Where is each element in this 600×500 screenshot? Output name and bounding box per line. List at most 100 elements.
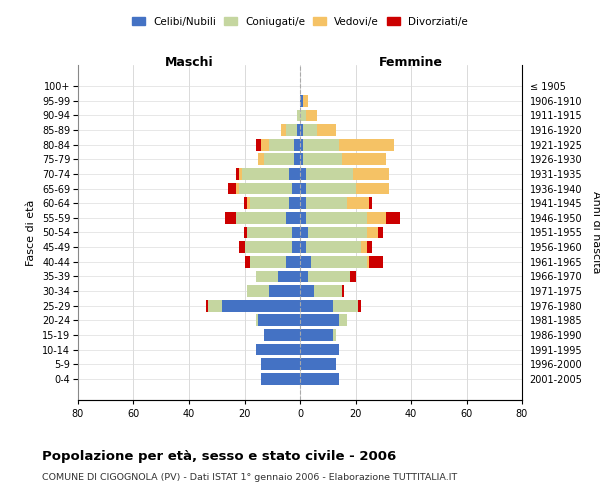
Text: COMUNE DI CIGOGNOLA (PV) - Dati ISTAT 1° gennaio 2006 - Elaborazione TUTTITALIA.: COMUNE DI CIGOGNOLA (PV) - Dati ISTAT 1°… [42, 472, 457, 482]
Bar [245, 198, 247, 209]
Bar [347, 198, 370, 209]
Bar [206, 300, 208, 312]
Bar [305, 182, 355, 194]
Bar [245, 226, 247, 238]
Legend: Celibi/Nubili, Coniugati/e, Vedovi/e, Divorziati/e: Celibi/Nubili, Coniugati/e, Vedovi/e, Di… [132, 16, 468, 26]
Y-axis label: Fasce di età: Fasce di età [26, 200, 37, 266]
Bar [300, 300, 334, 312]
Bar [286, 212, 300, 224]
Bar [339, 139, 394, 150]
Bar [367, 212, 386, 224]
Bar [245, 242, 292, 253]
Bar [339, 314, 347, 326]
Bar [295, 154, 300, 165]
Bar [300, 212, 305, 224]
Bar [239, 242, 245, 253]
Bar [300, 373, 339, 385]
Bar [261, 373, 300, 385]
Bar [300, 198, 305, 209]
Bar [297, 124, 300, 136]
Bar [286, 256, 300, 268]
Bar [297, 110, 300, 121]
Bar [353, 168, 389, 180]
Bar [239, 168, 242, 180]
Bar [303, 95, 308, 106]
Bar [300, 329, 334, 341]
Bar [247, 226, 292, 238]
Bar [305, 198, 347, 209]
Bar [350, 270, 355, 282]
Bar [300, 344, 339, 356]
Bar [300, 124, 303, 136]
Bar [236, 182, 239, 194]
Bar [245, 256, 250, 268]
Bar [300, 95, 303, 106]
Bar [242, 168, 289, 180]
Bar [370, 256, 383, 268]
Bar [311, 256, 367, 268]
Bar [334, 329, 336, 341]
Bar [300, 168, 305, 180]
Bar [367, 242, 372, 253]
Bar [292, 226, 300, 238]
Bar [341, 285, 344, 297]
Bar [355, 182, 389, 194]
Bar [256, 314, 259, 326]
Bar [300, 242, 305, 253]
Bar [239, 182, 292, 194]
Bar [228, 182, 236, 194]
Bar [250, 198, 289, 209]
Bar [305, 212, 367, 224]
Y-axis label: Anni di nascita: Anni di nascita [591, 191, 600, 274]
Bar [305, 168, 353, 180]
Bar [292, 242, 300, 253]
Bar [300, 110, 305, 121]
Bar [367, 256, 370, 268]
Bar [361, 242, 367, 253]
Bar [300, 154, 303, 165]
Bar [261, 358, 300, 370]
Bar [305, 242, 361, 253]
Bar [300, 314, 339, 326]
Bar [225, 212, 236, 224]
Bar [292, 182, 300, 194]
Text: Maschi: Maschi [164, 56, 214, 68]
Bar [222, 300, 300, 312]
Bar [236, 168, 239, 180]
Bar [286, 124, 297, 136]
Bar [278, 270, 300, 282]
Bar [247, 285, 269, 297]
Bar [305, 110, 317, 121]
Bar [317, 124, 336, 136]
Bar [208, 300, 222, 312]
Bar [264, 154, 295, 165]
Bar [308, 270, 350, 282]
Bar [300, 285, 314, 297]
Bar [269, 139, 295, 150]
Bar [303, 139, 339, 150]
Bar [264, 329, 300, 341]
Bar [236, 212, 286, 224]
Bar [314, 285, 341, 297]
Bar [289, 198, 300, 209]
Bar [289, 168, 300, 180]
Bar [308, 226, 367, 238]
Bar [295, 139, 300, 150]
Bar [358, 300, 361, 312]
Bar [300, 270, 308, 282]
Bar [367, 226, 378, 238]
Bar [256, 270, 278, 282]
Bar [300, 256, 311, 268]
Bar [256, 139, 261, 150]
Bar [259, 154, 264, 165]
Bar [303, 154, 341, 165]
Bar [256, 344, 300, 356]
Bar [269, 285, 300, 297]
Bar [247, 198, 250, 209]
Bar [370, 198, 372, 209]
Bar [300, 226, 308, 238]
Bar [334, 300, 358, 312]
Bar [259, 314, 300, 326]
Bar [261, 139, 269, 150]
Bar [386, 212, 400, 224]
